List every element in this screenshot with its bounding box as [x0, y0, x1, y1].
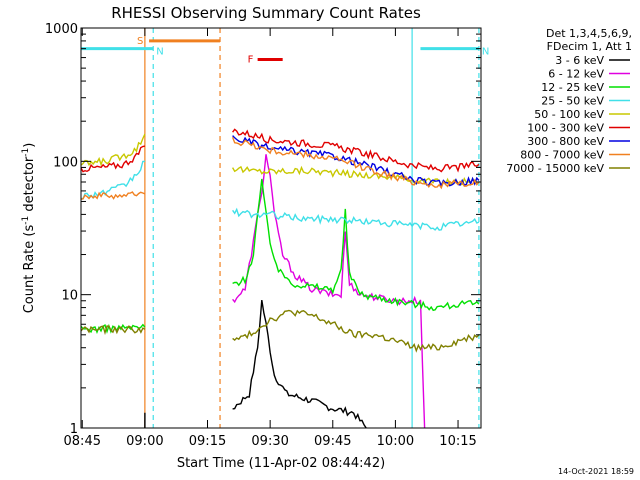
legend-header-line-2: FDecim 1, Att 1 — [547, 40, 632, 53]
chart-title: RHESSI Observing Summary Count Rates — [111, 4, 421, 22]
legend-label-5: 100 - 300 keV — [527, 122, 604, 135]
x-tick-label-1: 09:00 — [126, 434, 163, 449]
legend-label-6: 300 - 800 keV — [527, 135, 604, 148]
footer-date: 14-Oct-2021 18:59 — [558, 467, 634, 476]
y-tick-label-3: 1000 — [45, 22, 78, 37]
legend-label-8: 7000 - 15000 keV — [506, 162, 604, 175]
flag-label-1: N — [156, 47, 163, 58]
flag-label-0: S — [137, 36, 143, 47]
series-line-5-seg-0 — [81, 145, 146, 173]
legend-label-3: 25 - 50 keV — [541, 95, 604, 108]
legend-label-1: 6 - 12 keV — [548, 68, 604, 81]
series-line-2-seg-0 — [81, 323, 146, 334]
legend-label-7: 800 - 7000 keV — [520, 149, 604, 162]
series-line-1-seg-0 — [232, 154, 426, 428]
x-tick-label-0: 08:45 — [64, 434, 101, 449]
y-axis-label: Count Rate (s-1 detector-1) — [21, 143, 37, 314]
series-line-7-seg-0 — [81, 191, 146, 200]
legend-header-line-1: Det 1,3,4,5,6,9, — [546, 27, 632, 40]
legend-label-2: 12 - 25 keV — [541, 81, 604, 94]
series-line-8-seg-1 — [232, 309, 480, 353]
series-line-4-seg-1 — [231, 165, 480, 187]
x-tick-label-2: 09:15 — [189, 434, 226, 449]
y-tick-label-0: 1 — [70, 422, 78, 437]
series-line-0-seg-1 — [232, 299, 367, 428]
flag-label-2: N — [482, 47, 489, 58]
series-line-3-seg-1 — [232, 207, 480, 231]
plot-frame — [80, 27, 482, 429]
flag-label-3: F — [248, 55, 254, 66]
series-line-4-seg-0 — [81, 133, 146, 167]
series-line-7-seg-1 — [231, 137, 480, 190]
y-tick-label-2: 100 — [53, 155, 78, 170]
legend-label-4: 50 - 100 keV — [534, 108, 604, 121]
x-axis-label: Start Time (11-Apr-02 08:44:42) — [177, 456, 385, 471]
series-line-5-seg-1 — [232, 128, 480, 173]
legend-label-0: 3 - 6 keV — [555, 54, 604, 67]
series-line-8-seg-0 — [81, 325, 146, 336]
x-tick-label-5: 10:00 — [377, 434, 414, 449]
series-line-6-seg-0 — [232, 135, 480, 188]
x-tick-label-4: 09:45 — [314, 434, 351, 449]
series-line-2-seg-1 — [232, 178, 480, 312]
x-tick-label-6: 10:15 — [439, 434, 476, 449]
x-tick-label-3: 09:30 — [251, 434, 288, 449]
y-tick-label-1: 10 — [61, 289, 78, 304]
